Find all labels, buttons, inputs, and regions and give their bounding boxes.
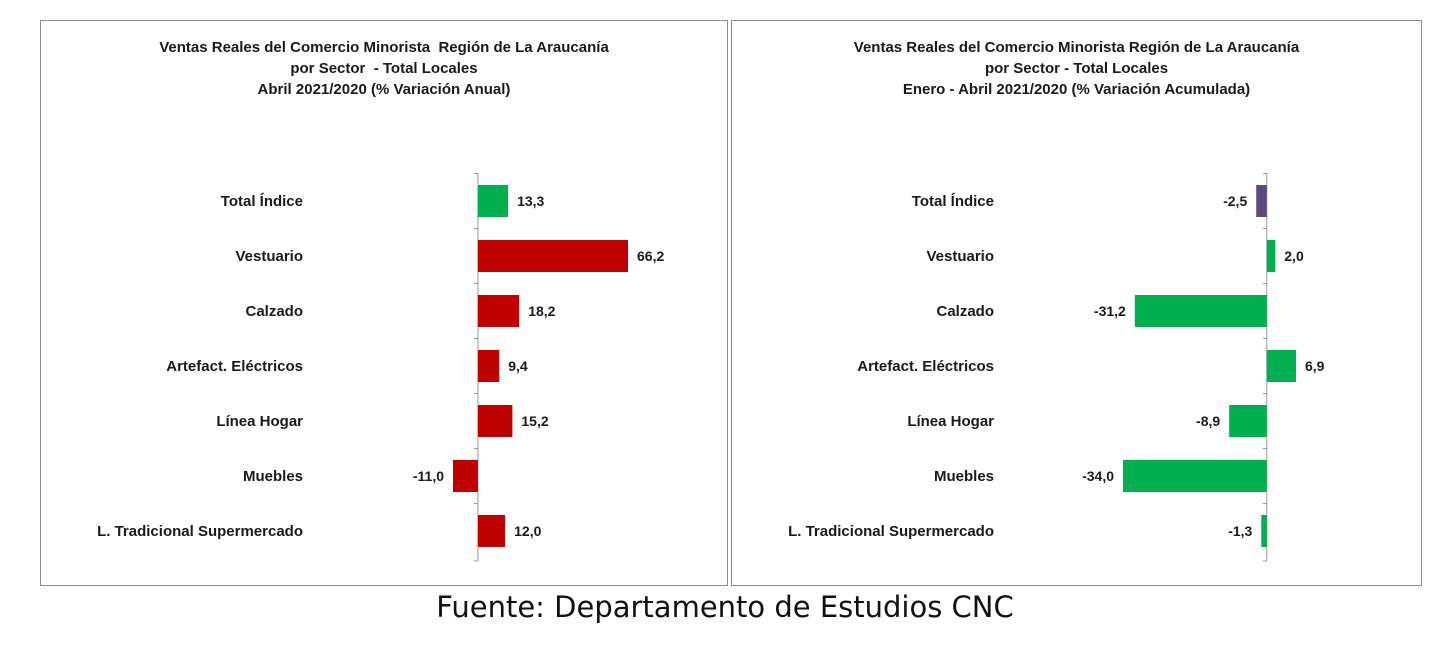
category-label: Vestuario (926, 248, 994, 265)
chart-panel-right: Ventas Reales del Comercio Minorista Reg… (731, 20, 1422, 586)
bar-muebles (1123, 460, 1267, 492)
bar-vestuario (477, 240, 628, 272)
data-label: 9,4 (508, 358, 528, 374)
data-label: -8,9 (1196, 413, 1220, 429)
bar-l-tradicional-supermercado (1261, 515, 1267, 547)
category-label: Artefact. Eléctricos (166, 358, 303, 375)
data-label: 12,0 (514, 523, 541, 539)
bar-artefact-electricos (477, 350, 500, 382)
bar-chart-right: Total Índice -2,5 Vestuario 2,0 Calzado -31,2… (788, 173, 1325, 562)
category-label: Línea Hogar (907, 413, 994, 430)
category-label: L. Tradicional Supermercado (97, 523, 303, 540)
chart-title-left: Ventas Reales del Comercio Minorista Reg… (41, 37, 727, 100)
bar-artefact-electricos (1266, 350, 1296, 382)
chart-title-line-2: por Sector - Total Locales (290, 60, 478, 77)
category-label: Muebles (934, 468, 994, 485)
bar-total-indice (1256, 185, 1267, 217)
data-label: -2,5 (1223, 193, 1247, 209)
category-label: Artefact. Eléctricos (857, 358, 994, 375)
chart-title-line-2: por Sector - Total Locales (984, 60, 1169, 77)
bar-calzado (477, 295, 520, 327)
category-label: Total Índice (221, 193, 303, 210)
bar-total-indice (477, 185, 509, 217)
chart-title-line-3: Enero - Abril 2021/2020 (% Variación Acu… (902, 81, 1251, 98)
data-label: 2,0 (1284, 248, 1304, 264)
category-label: Calzado (245, 303, 303, 320)
bar-calzado (1134, 295, 1267, 327)
category-label: Vestuario (235, 248, 303, 265)
chart-title-line-3: Abril 2021/2020 (% Variación Anual) (257, 81, 511, 98)
data-label: 18,2 (528, 303, 555, 319)
category-label: Línea Hogar (216, 413, 303, 430)
data-label: 15,2 (521, 413, 548, 429)
category-label: Total Índice (912, 193, 994, 210)
data-label: -34,0 (1082, 468, 1114, 484)
chart-title-right: Ventas Reales del Comercio Minorista Reg… (732, 37, 1421, 100)
data-label: 66,2 (637, 248, 664, 264)
chart-panel-left: Ventas Reales del Comercio Minorista Reg… (40, 20, 728, 586)
bar-linea-hogar (1229, 405, 1267, 437)
data-label: 13,3 (517, 193, 544, 209)
category-label: L. Tradicional Supermercado (788, 523, 994, 540)
category-label: Muebles (243, 468, 303, 485)
bar-l-tradicional-supermercado (477, 515, 506, 547)
source-caption: Fuente: Departamento de Estudios CNC (436, 590, 1014, 624)
data-label: -11,0 (413, 468, 444, 484)
chart-title-line-1: Ventas Reales del Comercio Minorista Reg… (159, 39, 609, 56)
chart-title-line-1: Ventas Reales del Comercio Minorista Reg… (853, 39, 1300, 56)
bar-linea-hogar (477, 405, 513, 437)
bar-muebles (453, 460, 478, 492)
data-label: 6,9 (1305, 358, 1325, 374)
data-label: -31,2 (1094, 303, 1126, 319)
category-label: Calzado (936, 303, 994, 320)
data-label: -1,3 (1228, 523, 1252, 539)
bar-vestuario (1266, 240, 1276, 272)
bar-chart-left: Total Índice 13,3 Vestuario 66,2 Calzado 18,2… (97, 173, 664, 562)
